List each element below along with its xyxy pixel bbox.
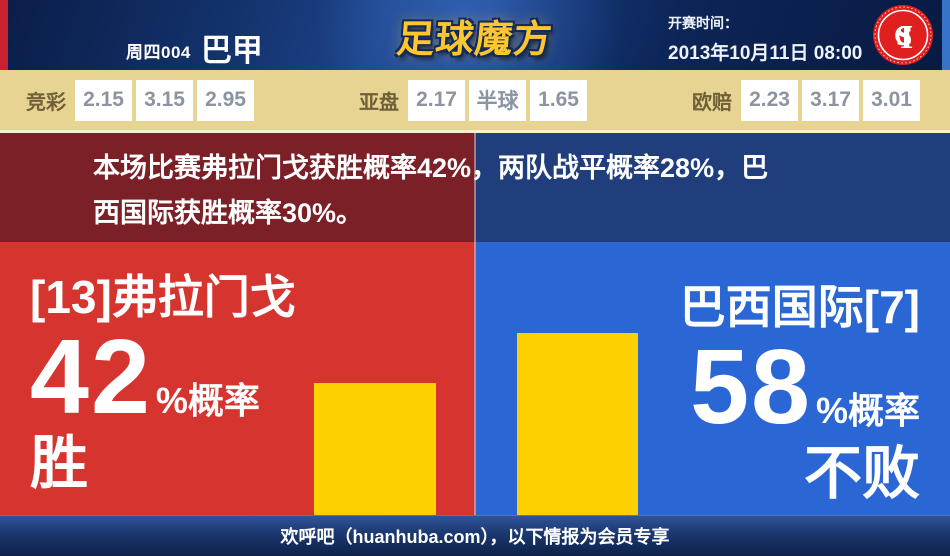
odds-value-box: 2.17 [408,79,465,121]
odds-value-box: 3.17 [802,79,859,121]
home-team-name: [13]弗拉门戈 [30,271,296,323]
odds-group-jingcai: 竞彩 2.15 3.15 2.95 [26,79,258,121]
home-outcome: 胜 [30,430,89,496]
summary-line: 本场比赛弗拉门戈获胜概率42%，两队战平概率28%，巴 [93,153,769,183]
match-code: 周四004 [126,42,191,62]
header: 周四004 巴甲 足球魔方 开赛时间： 2013年10月11日 08:00 C … [0,0,950,70]
panel-divider [474,133,476,515]
right-blue-edge-strip [942,0,950,70]
svg-text:I: I [900,19,913,56]
odds-value-box: 2.23 [741,79,798,121]
away-outcome: 不败 [803,440,920,506]
left-red-edge-strip [0,0,8,70]
prediction-summary: 本场比赛弗拉门戈获胜概率42%，两队战平概率28%，巴 西国际获胜概率30%。 [93,146,877,236]
home-percent-label: %概率 [155,379,260,421]
odds-value-box: 1.65 [530,79,587,121]
odds-value-box: 3.15 [136,79,193,121]
footer-bar: 欢呼吧（huanhuba.com），以下情报为会员专享 [0,515,950,556]
league-name: 巴甲 [200,32,263,68]
odds-label-yapan: 亚盘 [359,91,399,114]
svg-text:C: C [894,21,913,50]
kickoff-datetime: 2013年10月11日 08:00 [668,43,863,64]
kickoff-label: 开赛时间： [668,15,738,31]
footer-text: 欢呼吧（huanhuba.com），以下情报为会员专享 [280,527,670,547]
odds-value-box: 2.95 [197,79,254,121]
odds-value-box: 3.01 [863,79,920,121]
odds-value-box: 半球 [469,79,526,121]
away-prob-bar [517,333,638,515]
away-team-block: 巴西国际[7] 58 %概率 不败 [680,281,920,506]
home-prob-bar [314,383,436,515]
odds-group-oupei: 欧赔 2.23 3.17 3.01 [692,79,924,121]
svg-text:S: S [896,20,912,52]
away-win-percent: 58 [690,327,812,446]
odds-value-box: 2.15 [75,79,132,121]
match-title: 周四004 巴甲 [126,0,263,70]
site-logo-text: 足球魔方 [394,18,555,61]
odds-group-yapan: 亚盘 2.17 半球 1.65 [359,79,591,121]
home-team-block: [13]弗拉门戈 42 %概率 胜 [30,271,296,496]
odds-bar: 竞彩 2.15 3.15 2.95 亚盘 2.17 半球 1.65 欧赔 2.2… [0,70,950,133]
home-win-percent: 42 [30,317,152,436]
main-content: 本场比赛弗拉门戈获胜概率42%，两队战平概率28%，巴 西国际获胜概率30%。 … [0,133,950,515]
away-percent-label: %概率 [815,389,920,431]
away-team-name: 巴西国际[7] [679,281,920,333]
summary-band-left [0,133,475,242]
club-badge-icon: C I S [872,4,934,66]
odds-label-jingcai: 竞彩 [26,91,66,114]
summary-band-right [475,133,950,242]
summary-line: 西国际获胜概率30%。 [93,198,364,228]
odds-label-oupei: 欧赔 [692,91,732,114]
site-logo[interactable]: 足球魔方 [390,0,560,70]
kickoff-info: 开赛时间： 2013年10月11日 08:00 [668,13,862,65]
